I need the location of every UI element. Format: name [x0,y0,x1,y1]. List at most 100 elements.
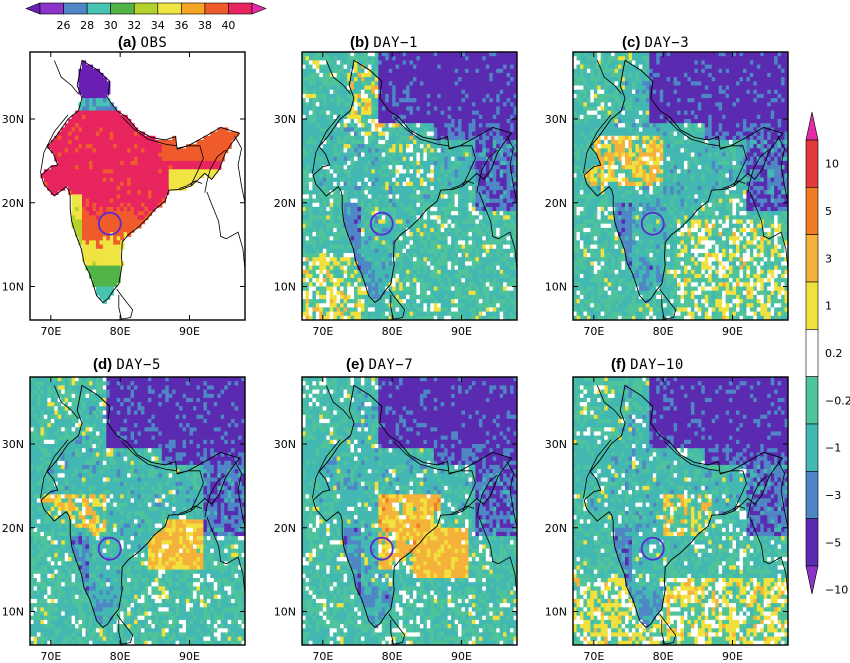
country-border [325,385,351,420]
country-border [325,60,351,95]
country-border [176,145,204,186]
coastline [450,180,475,189]
country-border [747,474,769,518]
colorbar-swatch [805,187,819,235]
lon-tick-label: 70E [312,650,333,663]
country-border [719,470,747,511]
colorbar-tick-label: −0.2 [825,394,850,407]
colorbar-tick-label: −1 [825,442,841,455]
coastline [721,505,746,514]
map-field [302,377,517,645]
coastline [478,516,517,595]
panel-name: DAY−7 [369,357,414,373]
country-border [596,60,622,95]
panel-title-f: (f) DAY−10 [611,356,684,373]
highlight-circle [97,536,122,561]
lon-tick-label: 80E [653,650,674,663]
panel-letter: (f) [611,356,626,373]
colorbar-swatch [181,2,206,15]
coastline [388,288,406,320]
country-border [312,59,513,303]
country-border [53,60,79,95]
lon-tick-label: 80E [382,325,403,338]
country-border [583,59,784,303]
lat-tick-label: 30N [545,113,567,126]
panel-title-d: (d) DAY−5 [93,356,161,373]
lat-tick-label: 10N [274,606,296,619]
country-border [53,385,79,420]
country-border [40,114,69,174]
lat-tick-label: 30N [274,113,296,126]
lat-tick-label: 10N [2,281,24,294]
colorbar-max-triangle [805,111,819,141]
colorbar-tick-label: 10 [825,158,839,171]
colorbar-tick-label: 36 [174,19,188,32]
coastline [659,613,677,645]
lon-tick-label: 70E [40,650,61,663]
colorbar-min-triangle [805,565,819,595]
colorbar-swatch [204,2,229,15]
country-border [393,116,449,147]
colorbar-swatch [86,2,111,15]
lon-tick-label: 70E [40,325,61,338]
panel-day-5: 30N 20N 10N 70E 80E 90E [2,376,246,663]
highlight-circle [369,536,394,561]
country-border [121,441,177,472]
country-border [777,460,788,528]
colorbar-tick-label: −3 [825,489,841,502]
lon-tick-label: 70E [312,325,333,338]
country-border [747,149,769,193]
lat-tick-label: 20N [545,522,567,535]
highlight-circle [369,211,394,236]
panel-letter: (e) [346,356,364,373]
lon-tick-label: 80E [382,650,403,663]
lon-tick-label: 90E [451,325,472,338]
panel-letter: (d) [93,356,112,373]
panel-day-1: 30N 20N 10N 70E 80E 90E [274,51,518,338]
panel-day-7: 30N 20N 10N 70E 80E 90E [274,376,518,663]
country-border [234,460,245,528]
colorbar-tick-label: 26 [57,19,71,32]
colorbar-tick-label: 3 [825,252,832,265]
country-border [583,439,612,499]
map-frame [572,376,789,646]
country-border [40,59,241,303]
colorbar-tick-label: 0.2 [825,347,843,360]
colorbar-swatch [805,281,819,330]
country-border [664,441,720,472]
lat-tick-label: 20N [274,197,296,210]
lon-tick-label: 70E [583,325,604,338]
country-border [476,474,498,518]
colorbar-swatch [805,471,819,519]
coastline [388,613,406,645]
coastline [721,180,746,189]
lat-tick-label: 20N [2,522,24,535]
map-frame [572,51,789,321]
colorbar-swatch [39,2,64,15]
highlight-circle [640,536,665,561]
country-border [312,439,341,499]
country-border [476,149,498,193]
country-border [448,470,476,511]
coastline [178,180,203,189]
coastline [478,191,517,270]
country-border [204,149,226,193]
panel-title-e: (e) DAY−7 [346,356,413,373]
map-frame [301,51,518,321]
map-field [30,52,245,320]
lon-tick-label: 90E [722,650,743,663]
panel-letter: (c) [622,34,640,51]
colorbar-max-triangle [251,2,267,15]
country-border [176,470,204,511]
colorbar-tick-label: 32 [127,19,141,32]
colorbar-tick-label: 40 [221,19,235,32]
lat-tick-label: 10N [2,606,24,619]
colorbar-swatch [133,2,159,15]
lat-tick-label: 30N [2,438,24,451]
lon-tick-label: 80E [653,325,674,338]
country-border [393,441,449,472]
map-field [573,377,788,645]
colorbar-swatch [805,376,819,425]
coastline [116,288,134,320]
